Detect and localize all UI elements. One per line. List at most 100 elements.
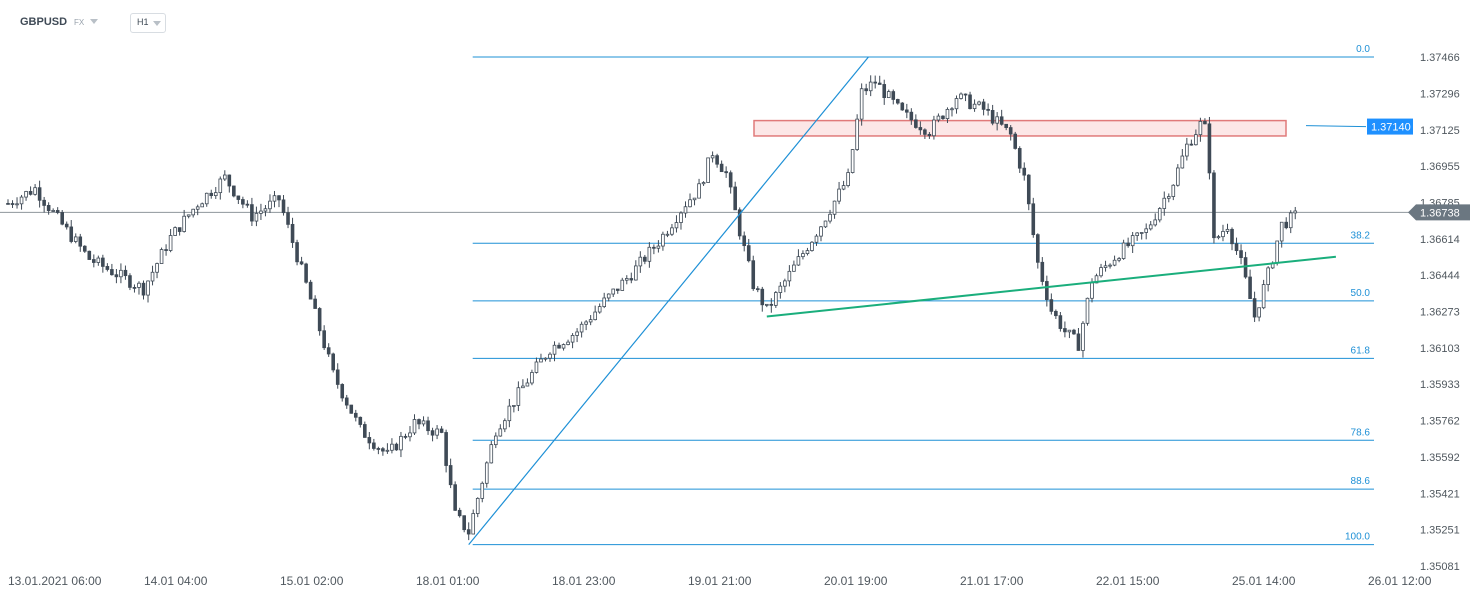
candle-body xyxy=(1108,264,1112,267)
candle-body xyxy=(462,515,466,531)
candle-body xyxy=(177,227,182,232)
candle-body xyxy=(674,222,679,229)
candle-body xyxy=(792,264,796,272)
candle-body xyxy=(945,108,950,119)
candle-body xyxy=(1157,208,1162,221)
candle-body xyxy=(805,250,810,254)
candle-body xyxy=(412,419,417,434)
candle-body xyxy=(114,274,119,278)
candle-body xyxy=(850,149,855,173)
candle-body xyxy=(1058,315,1063,329)
candle-body xyxy=(1171,184,1176,197)
candle-body xyxy=(236,195,241,200)
x-tick-label: 20.01 19:00 xyxy=(824,574,888,588)
candle-body xyxy=(241,199,245,205)
candle-body xyxy=(1162,197,1167,209)
candle-body xyxy=(769,303,774,306)
candle-body xyxy=(1284,221,1289,229)
candle-body xyxy=(281,199,286,214)
x-tick-label: 22.01 15:00 xyxy=(1096,574,1160,588)
candle-body xyxy=(69,226,74,242)
candle-body xyxy=(245,203,250,206)
candle-body xyxy=(96,257,101,263)
candle-body xyxy=(1230,228,1234,245)
candle-body xyxy=(891,91,896,100)
candle-body xyxy=(123,269,128,277)
candle-body xyxy=(489,444,494,464)
candle-body xyxy=(1004,123,1008,128)
candle-body xyxy=(435,428,439,436)
level-price-tag[interactable] xyxy=(1367,118,1413,135)
candle-body xyxy=(755,288,760,291)
y-tick-label: 1.37466 xyxy=(1420,52,1460,64)
level-connector-line[interactable] xyxy=(1305,125,1367,128)
candle-body xyxy=(629,278,634,281)
candle-body xyxy=(864,88,868,92)
chevron-down-icon[interactable] xyxy=(90,19,98,24)
candle-body xyxy=(566,341,570,345)
candle-body xyxy=(873,81,878,84)
x-tick-label: 21.01 17:00 xyxy=(960,574,1024,588)
resistance-zone[interactable] xyxy=(753,119,1287,137)
instrument-symbol[interactable]: GBPUSD xyxy=(20,16,68,28)
candle-body xyxy=(710,155,715,159)
y-tick-label: 1.37296 xyxy=(1420,88,1460,100)
candle-body xyxy=(128,275,132,288)
candle-body xyxy=(760,288,765,306)
candle-body xyxy=(764,303,769,306)
candle-body xyxy=(408,432,412,438)
candle-body xyxy=(1063,328,1067,333)
candle-body xyxy=(141,282,146,296)
candle-body xyxy=(448,465,453,486)
candle-body xyxy=(222,174,227,180)
candle-body xyxy=(602,297,607,308)
trendline[interactable] xyxy=(468,56,869,546)
y-tick-label: 1.37125 xyxy=(1420,125,1460,137)
candle-body xyxy=(868,81,873,92)
candle-body xyxy=(159,249,164,264)
candle-body xyxy=(204,192,209,205)
y-tick-label: 1.36955 xyxy=(1420,161,1460,173)
y-tick-label: 1.35251 xyxy=(1420,525,1460,537)
candle-body xyxy=(859,88,864,120)
candle-body xyxy=(430,430,435,436)
candle-body xyxy=(493,435,498,446)
candle-body xyxy=(286,212,290,225)
candle-body xyxy=(1121,242,1126,259)
candle-body xyxy=(801,253,805,258)
candle-body xyxy=(1126,242,1130,247)
candle-body xyxy=(335,369,340,385)
candle-body xyxy=(606,293,611,299)
candle-body xyxy=(1081,322,1085,351)
candle-body xyxy=(259,210,263,214)
candle-body xyxy=(512,405,516,407)
timeframe-selector[interactable]: H1 xyxy=(130,13,166,33)
candle-body xyxy=(615,288,620,291)
candle-body xyxy=(697,183,701,199)
chart-header: GBPUSD FX H1 xyxy=(0,0,1482,44)
candle-body xyxy=(1279,221,1284,242)
candle-body xyxy=(999,116,1004,125)
candle-body xyxy=(927,133,932,137)
candle-body xyxy=(150,271,155,282)
candle-body xyxy=(548,353,552,359)
candle-body xyxy=(64,223,69,228)
candle-body xyxy=(905,109,909,113)
candle-body xyxy=(232,185,236,197)
candle-body xyxy=(923,129,927,135)
candle-body xyxy=(706,157,710,183)
candle-body xyxy=(724,171,728,174)
candle-body xyxy=(10,203,15,205)
candle-body xyxy=(1094,275,1099,284)
candle-body xyxy=(92,259,96,263)
trendline[interactable] xyxy=(766,255,1337,318)
candle-body xyxy=(426,420,430,432)
candle-body xyxy=(941,115,945,119)
candle-body xyxy=(480,482,485,499)
candle-body xyxy=(597,306,602,313)
candle-body xyxy=(561,344,566,349)
candle-body xyxy=(814,235,819,243)
candle-body xyxy=(191,208,195,216)
candle-body xyxy=(55,210,60,213)
